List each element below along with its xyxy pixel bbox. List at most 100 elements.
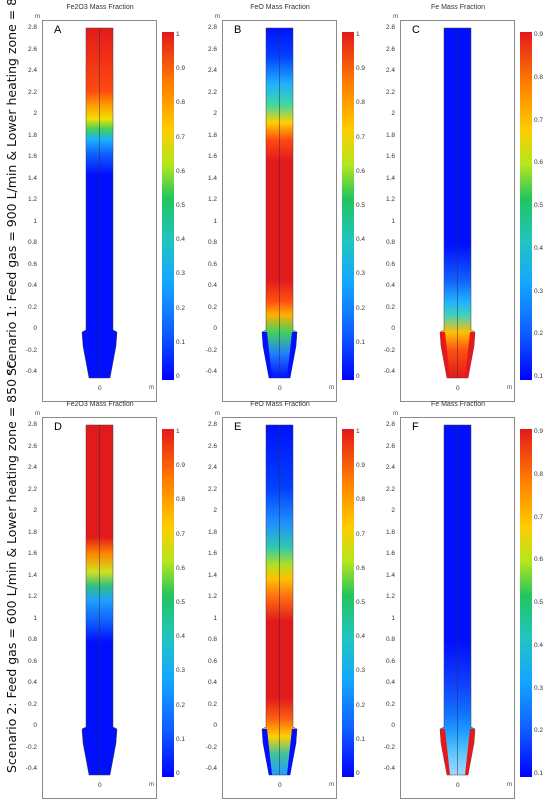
y-tick: 1.6 <box>27 550 37 557</box>
colorbar-tick: 0.5 <box>176 599 186 606</box>
y-tick: 2.4 <box>207 67 217 74</box>
y-unit-label: m <box>393 411 398 417</box>
reactor-edge-right <box>287 332 297 378</box>
y-tick: 1.8 <box>385 528 395 536</box>
y-tick: 1.4 <box>207 174 217 182</box>
colorbar-tick: 0.8 <box>534 470 544 478</box>
colorbar-tick: 0.3 <box>176 667 186 675</box>
colorbar-tick: 0.9 <box>176 462 186 470</box>
y-tick: 0.4 <box>27 679 37 686</box>
reactor-edge-right <box>287 729 297 775</box>
x-unit-label: m <box>329 385 334 391</box>
colorbar-tick: 1 <box>356 31 360 38</box>
reactor-edge-right <box>465 729 475 775</box>
panel-title-E: FeO Mass Fraction <box>250 401 310 408</box>
colorbar-tick: 0.7 <box>356 133 366 141</box>
reactor-edge-right <box>465 332 475 378</box>
y-tick: 2.4 <box>27 464 37 471</box>
y-tick: 2 <box>33 507 37 514</box>
y-tick: 1.2 <box>27 593 37 600</box>
reactor-contour-F <box>439 424 476 776</box>
colorbar-tick: 0.3 <box>534 287 544 295</box>
y-tick: -0.2 <box>25 743 37 751</box>
y-tick: 2.8 <box>207 24 217 31</box>
y-tick: 2.2 <box>385 88 395 96</box>
y-tick: 0.6 <box>27 260 37 268</box>
colorbar-tick: 0.3 <box>176 270 186 278</box>
y-tick: 1.8 <box>207 528 217 536</box>
y-tick: -0.2 <box>383 346 395 354</box>
colorbar-tick: 0.8 <box>176 496 186 504</box>
colorbar-tick: 0.7 <box>176 530 186 538</box>
x-unit-label: m <box>507 782 512 788</box>
y-tick: 2.4 <box>385 67 395 74</box>
y-tick: 1.8 <box>207 131 217 139</box>
x-tick: 0 <box>98 385 102 392</box>
y-tick: 2.4 <box>385 464 395 471</box>
colorbar-tick: 0.5 <box>534 202 544 209</box>
y-tick: 0.8 <box>385 239 395 246</box>
colorbar-tick: 1 <box>176 31 180 38</box>
reactor-edge-left <box>262 332 272 378</box>
y-tick: 0.2 <box>27 303 37 311</box>
y-tick: 0.6 <box>207 260 217 268</box>
y-tick: 0.4 <box>207 282 217 289</box>
colorbar-tick: 0.7 <box>534 116 544 124</box>
colorbar-tick: 0.1 <box>176 735 186 743</box>
y-tick: 0.4 <box>27 282 37 289</box>
colorbar-tick: 0.9 <box>534 428 544 435</box>
colorbar-tick: 0.6 <box>534 159 544 167</box>
colorbar-tick: 0 <box>176 770 180 777</box>
x-tick: 0 <box>278 385 282 392</box>
y-tick: 1.2 <box>385 196 395 203</box>
y-tick: 1.4 <box>207 571 217 579</box>
colorbar-tick: 0.9 <box>356 65 366 73</box>
y-tick: -0.4 <box>205 765 217 772</box>
colorbar-tick: 0.5 <box>176 202 186 209</box>
y-tick: 0.4 <box>207 679 217 686</box>
panel-letter-B: B <box>234 24 242 36</box>
y-tick: 0.2 <box>385 700 395 708</box>
y-tick: 0 <box>391 325 395 332</box>
colorbar-tick: 0.2 <box>534 330 544 338</box>
y-tick: -0.2 <box>383 743 395 751</box>
colorbar-tick: 0.4 <box>176 236 186 244</box>
colorbar-tick: 0.3 <box>534 684 544 692</box>
y-tick: -0.4 <box>205 368 217 375</box>
y-tick: 2 <box>213 110 217 117</box>
colorbar-tick: 0.5 <box>356 599 366 606</box>
y-tick: 2.8 <box>207 421 217 428</box>
y-tick: 0.6 <box>207 657 217 665</box>
panel-title-F: Fe Mass Fraction <box>430 401 486 408</box>
y-tick: 0.4 <box>385 282 395 289</box>
colorbar-tick: 0.4 <box>356 633 366 641</box>
y-tick: 2 <box>391 507 395 514</box>
y-tick: 0 <box>391 722 395 729</box>
y-tick: 1.8 <box>27 131 37 139</box>
y-tick: 2.8 <box>385 24 395 31</box>
y-tick: 1 <box>33 217 37 225</box>
y-tick: 1 <box>213 614 217 622</box>
y-tick: 0.2 <box>27 700 37 708</box>
y-tick: 0.6 <box>385 657 395 665</box>
colorbar-tick: 0 <box>356 373 360 380</box>
row-label-scenario-1: Scenario 1: Feed gas = 900 L/min & Lower… <box>4 0 19 376</box>
colorbar-tick: 0.7 <box>176 133 186 141</box>
y-tick: 2.2 <box>207 485 217 493</box>
x-tick: 0 <box>278 782 282 789</box>
colorbar-tick: 0.5 <box>356 202 366 209</box>
y-tick: 0.6 <box>27 657 37 665</box>
colorbar-tick: 0.8 <box>356 496 366 504</box>
y-tick: 1.2 <box>207 196 217 203</box>
colorbar-tick: 0.1 <box>176 338 186 346</box>
colorbar-tick: 0.6 <box>534 556 544 564</box>
y-tick: -0.4 <box>383 368 395 375</box>
y-tick: 1 <box>391 614 395 622</box>
y-tick: 0.8 <box>27 636 37 643</box>
x-unit-label: m <box>329 782 334 788</box>
y-tick: 0.8 <box>207 636 217 643</box>
y-tick: 2.4 <box>207 464 217 471</box>
x-unit-label: m <box>149 385 154 391</box>
y-tick: 0 <box>213 722 217 729</box>
y-tick: 1.8 <box>27 528 37 536</box>
